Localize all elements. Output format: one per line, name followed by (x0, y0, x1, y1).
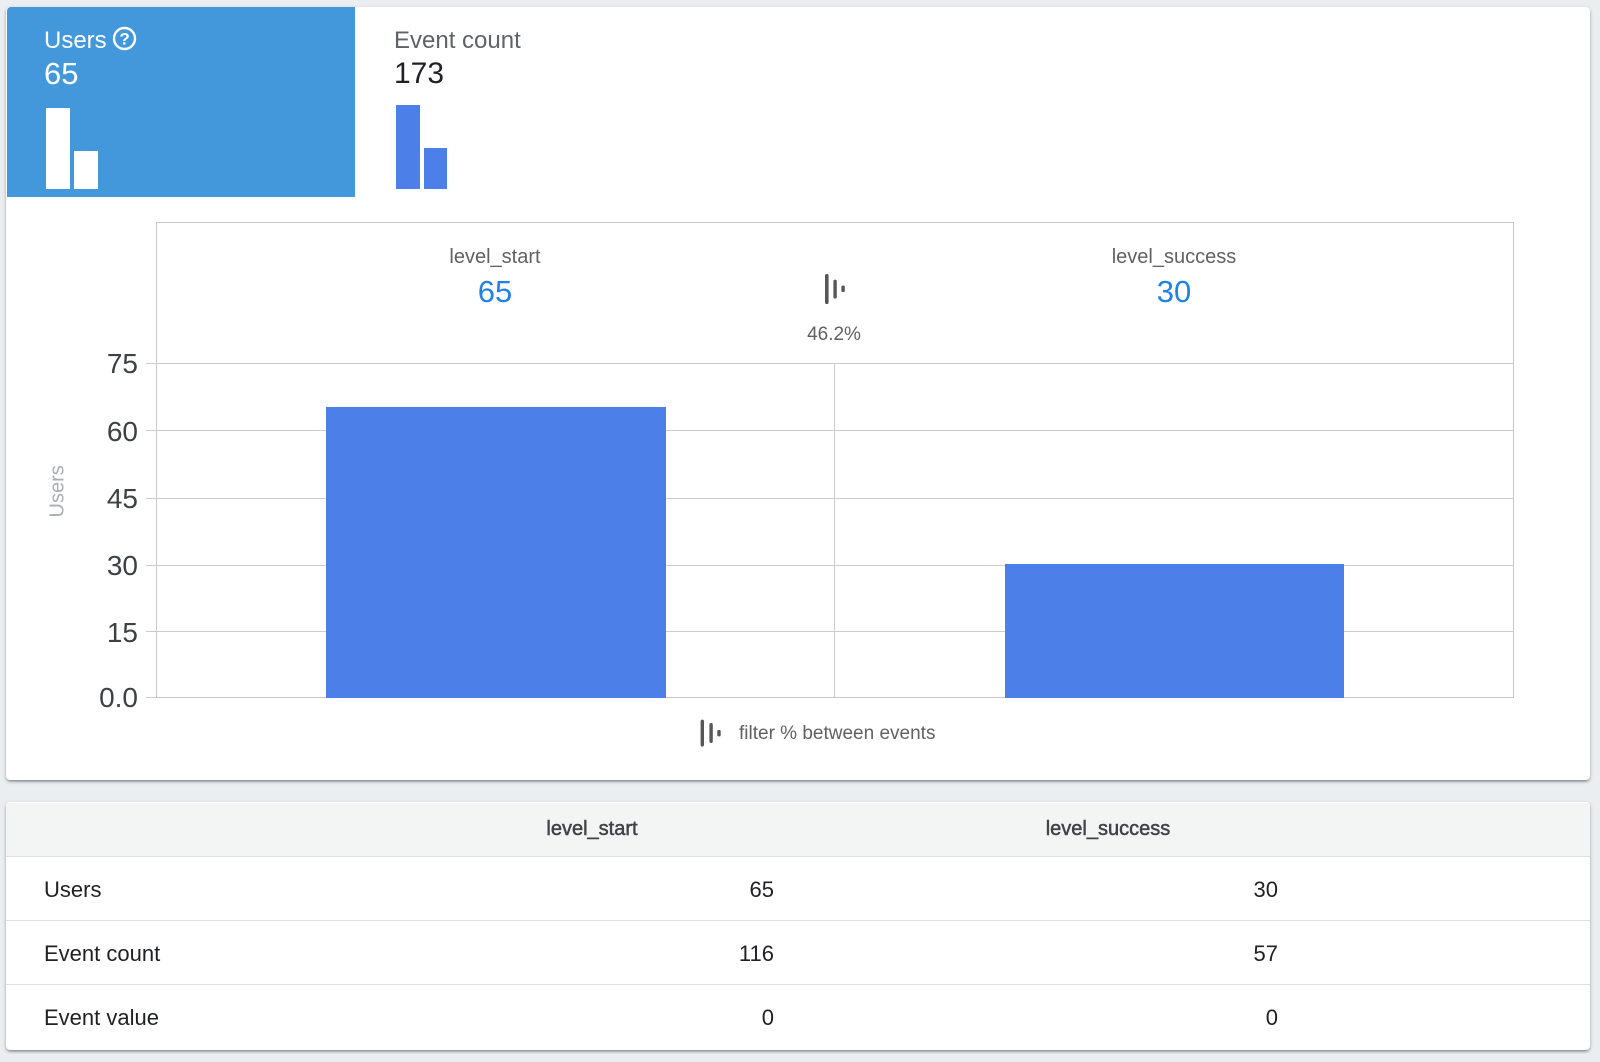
svg-text:?: ? (119, 30, 129, 49)
